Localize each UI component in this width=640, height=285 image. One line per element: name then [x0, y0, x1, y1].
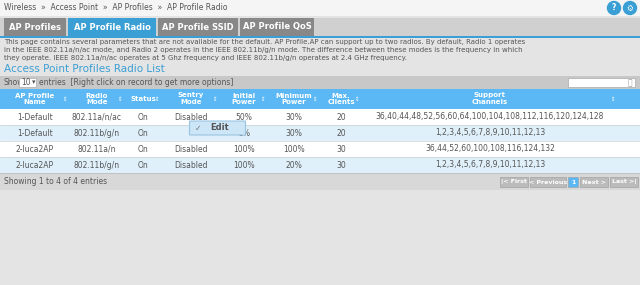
Text: 1,2,3,4,5,6,7,8,9,10,11,12,13: 1,2,3,4,5,6,7,8,9,10,11,12,13 — [435, 129, 545, 137]
Text: Radio
Mode: Radio Mode — [86, 93, 108, 105]
Text: 100%: 100% — [233, 160, 255, 170]
Bar — [568, 177, 578, 187]
Text: ⇕: ⇕ — [118, 97, 123, 101]
Text: 🔍: 🔍 — [628, 78, 632, 87]
Bar — [68, 18, 156, 36]
Bar — [530, 177, 566, 187]
Text: Last >|: Last >| — [612, 180, 636, 184]
Bar — [0, 18, 640, 36]
Text: Support
Channels: Support Channels — [472, 93, 508, 105]
Text: On: On — [138, 144, 148, 154]
Bar — [0, 125, 640, 141]
Text: Initial
Power: Initial Power — [232, 93, 256, 105]
Bar — [0, 36, 640, 38]
Text: 20%: 20% — [285, 160, 302, 170]
Text: Next >: Next > — [582, 180, 606, 184]
Text: in the IEEE 802.11a/n/ac mode, and Radio 2 operates in the IEEE 802.11b/g/n mode: in the IEEE 802.11a/n/ac mode, and Radio… — [4, 47, 523, 53]
Circle shape — [623, 1, 637, 15]
Text: 36,40,44,48,52,56,60,64,100,104,108,112,116,120,124,128: 36,40,44,48,52,56,60,64,100,104,108,112,… — [376, 113, 604, 121]
Text: 1: 1 — [571, 180, 575, 184]
Text: On: On — [138, 113, 148, 121]
Text: Show: Show — [4, 78, 24, 87]
Text: ⇕: ⇕ — [314, 97, 318, 101]
Text: 36,44,52,60,100,108,116,124,132: 36,44,52,60,100,108,116,124,132 — [425, 144, 555, 154]
Text: ⇕: ⇕ — [611, 97, 616, 101]
Text: 802.11b/g/n: 802.11b/g/n — [74, 129, 120, 137]
Text: 50%: 50% — [236, 113, 252, 121]
Text: Disabled: Disabled — [174, 144, 208, 154]
Text: 802.11b/g/n: 802.11b/g/n — [74, 160, 120, 170]
Bar — [0, 89, 640, 109]
Text: 20: 20 — [336, 129, 346, 137]
Text: Status: Status — [130, 96, 156, 102]
Text: On: On — [138, 160, 148, 170]
Text: Max.
Clients: Max. Clients — [327, 93, 355, 105]
Text: 802.11a/n/ac: 802.11a/n/ac — [72, 113, 122, 121]
Circle shape — [607, 1, 621, 15]
Text: 1-Default: 1-Default — [17, 129, 53, 137]
Text: Wireless  »  Access Point  »  AP Profiles  »  AP Profile Radio: Wireless » Access Point » AP Profiles » … — [4, 3, 227, 13]
Text: ⇕: ⇕ — [156, 97, 160, 101]
Text: 30: 30 — [336, 160, 346, 170]
Bar — [0, 157, 640, 173]
Bar — [0, 76, 640, 89]
Text: ⇕: ⇕ — [63, 97, 68, 101]
Bar — [0, 0, 640, 16]
Bar — [610, 177, 638, 187]
Bar — [158, 18, 238, 36]
Bar — [568, 78, 635, 87]
Bar — [500, 177, 528, 187]
Text: 802.11a/n: 802.11a/n — [77, 144, 116, 154]
Bar — [240, 18, 314, 36]
Text: 10: 10 — [21, 78, 31, 87]
Text: ✓: ✓ — [195, 123, 201, 133]
Text: < Previous: < Previous — [529, 180, 567, 184]
Text: AP Profile QoS: AP Profile QoS — [243, 23, 312, 32]
Bar — [0, 109, 640, 125]
Text: AP Profiles: AP Profiles — [9, 23, 61, 32]
Text: Disabled: Disabled — [174, 113, 208, 121]
Text: 2-luca2AP: 2-luca2AP — [16, 144, 54, 154]
Text: 100%: 100% — [283, 144, 305, 154]
Text: 30: 30 — [336, 144, 346, 154]
Text: Minimum
Power: Minimum Power — [276, 93, 312, 105]
Text: AP Profile
Name: AP Profile Name — [15, 93, 54, 105]
Text: On: On — [138, 129, 148, 137]
Text: 5%: 5% — [238, 129, 250, 137]
Text: Disabled: Disabled — [174, 160, 208, 170]
Text: |< First: |< First — [501, 180, 527, 184]
Text: ⇕: ⇕ — [261, 97, 266, 101]
Text: Edit: Edit — [211, 123, 229, 133]
Bar — [4, 18, 66, 36]
Text: Access Point Profiles Radio List: Access Point Profiles Radio List — [4, 64, 164, 74]
Bar — [19, 78, 36, 87]
Text: entries  [Right click on record to get more options]: entries [Right click on record to get mo… — [39, 78, 234, 87]
Text: Showing 1 to 4 of 4 entries: Showing 1 to 4 of 4 entries — [4, 177, 107, 186]
Bar — [0, 141, 640, 157]
Text: 1-Default: 1-Default — [17, 113, 53, 121]
Text: 20: 20 — [336, 113, 346, 121]
Text: 100%: 100% — [233, 144, 255, 154]
Text: ⚙: ⚙ — [627, 3, 634, 13]
Text: ⇕: ⇕ — [355, 97, 360, 101]
Text: AP Profile Radio: AP Profile Radio — [74, 23, 150, 32]
Text: ?: ? — [612, 3, 616, 13]
Text: AP Profile SSID: AP Profile SSID — [162, 23, 234, 32]
FancyBboxPatch shape — [189, 121, 246, 135]
Text: they operate. IEEE 802.11a/n/ac operates at 5 Ghz frequency and IEEE 802.11b/g/n: they operate. IEEE 802.11a/n/ac operates… — [4, 55, 407, 61]
Bar — [580, 177, 608, 187]
Text: 30%: 30% — [285, 129, 303, 137]
Text: ⇕: ⇕ — [213, 97, 218, 101]
Bar — [0, 173, 640, 190]
Text: 1,2,3,4,5,6,7,8,9,10,11,12,13: 1,2,3,4,5,6,7,8,9,10,11,12,13 — [435, 160, 545, 170]
Text: 30%: 30% — [285, 113, 303, 121]
Text: ▾: ▾ — [32, 80, 36, 85]
Bar — [0, 16, 640, 18]
Text: Sentry
Mode: Sentry Mode — [178, 93, 204, 105]
Text: This page contains several parameters that are not available for the default. AP: This page contains several parameters th… — [4, 39, 525, 45]
Text: 2-luca2AP: 2-luca2AP — [16, 160, 54, 170]
